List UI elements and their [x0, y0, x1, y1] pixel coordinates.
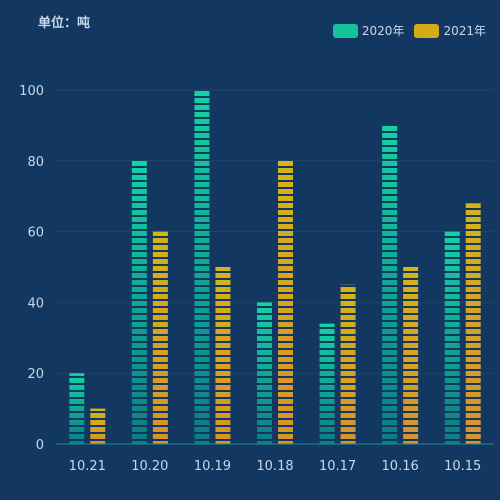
bar-2021-10.21[interactable] — [90, 408, 106, 444]
bar-2020-10.15[interactable] — [444, 231, 460, 444]
bar-2021-10.17[interactable] — [340, 284, 356, 444]
unit-label: 单位：吨 — [38, 16, 91, 31]
y-tick-label: 60 — [27, 226, 44, 241]
legend-label-2020: 2020年 — [361, 24, 405, 38]
bar-2021-10.16[interactable] — [403, 267, 419, 444]
x-tick-label: 10.20 — [131, 459, 168, 474]
bar-2020-10.16[interactable] — [382, 125, 398, 445]
legend: 2020年 2021年 — [332, 22, 486, 39]
bar-2021-10.15[interactable] — [465, 203, 481, 444]
legend-item-2020[interactable]: 2020年 — [332, 22, 405, 39]
bar-2020-10.20[interactable] — [131, 160, 147, 445]
x-tick-label: 10.19 — [194, 459, 231, 474]
legend-swatch-2021 — [414, 23, 440, 38]
y-tick-label: 20 — [27, 367, 44, 382]
y-tick-label: 80 — [27, 155, 44, 170]
x-tick-label: 10.17 — [319, 459, 356, 474]
y-tick-label: 0 — [36, 438, 44, 453]
x-tick-label: 10.16 — [382, 459, 419, 474]
bar-2021-10.19[interactable] — [215, 267, 231, 444]
x-tick-label: 10.15 — [444, 459, 481, 474]
bar-2021-10.20[interactable] — [152, 231, 168, 444]
legend-item-2021[interactable]: 2021年 — [414, 22, 486, 39]
bar-2021-10.18[interactable] — [278, 160, 293, 445]
y-tick-label: 40 — [27, 296, 44, 311]
legend-label-2021: 2021年 — [443, 24, 486, 38]
bar-2020-10.18[interactable] — [257, 302, 272, 444]
y-tick-label: 100 — [19, 84, 44, 99]
x-tick-label: 10.21 — [69, 459, 106, 474]
x-tick-label: 10.18 — [256, 459, 293, 474]
bar-2020-10.17[interactable] — [319, 323, 335, 444]
bar-2020-10.19[interactable] — [194, 90, 210, 444]
bar-2020-10.21[interactable] — [69, 373, 85, 444]
legend-swatch-2020 — [332, 23, 358, 38]
